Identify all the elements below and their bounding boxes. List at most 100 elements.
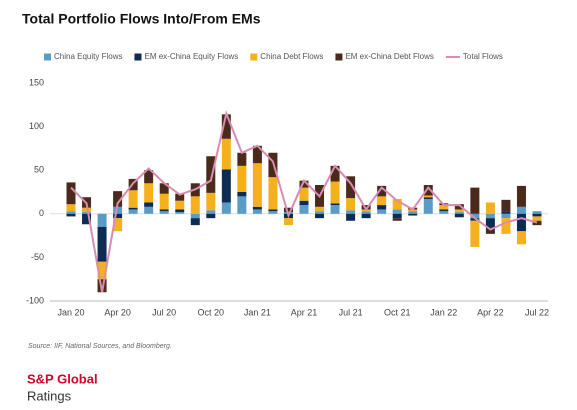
bar-segment xyxy=(392,198,402,210)
bar-segment xyxy=(485,213,495,219)
bar-segment xyxy=(190,213,200,219)
bar-segment xyxy=(330,205,340,214)
bar-segment xyxy=(377,209,387,214)
bar-segment xyxy=(454,209,464,213)
bar-segment xyxy=(346,213,356,221)
bar-segment xyxy=(221,169,231,203)
bar-segment xyxy=(330,165,340,182)
bar-segment xyxy=(97,279,107,293)
bar-segment xyxy=(361,211,371,214)
bar-segment xyxy=(315,213,325,219)
bar-segment xyxy=(144,183,154,203)
bar-segment xyxy=(454,213,464,218)
x-tick-label: Jan 20 xyxy=(57,307,84,317)
bar-segment xyxy=(501,211,511,214)
bar-segment xyxy=(501,213,511,219)
bar-segment xyxy=(82,213,92,225)
legend-label: Total Flows xyxy=(463,52,503,61)
bar-segment xyxy=(221,202,231,214)
bar-segment xyxy=(454,212,464,214)
bar-segment xyxy=(221,114,231,139)
bar-segment xyxy=(377,205,387,210)
bar-segment xyxy=(392,209,402,214)
bar-segment xyxy=(159,209,169,212)
bar-segment xyxy=(144,170,154,184)
bar-segment xyxy=(206,156,216,193)
bar-segment xyxy=(361,205,371,210)
bar-segment xyxy=(237,152,247,166)
bar-segment xyxy=(470,218,480,221)
x-tick-label: Apr 21 xyxy=(291,307,318,317)
bar-segment xyxy=(175,193,185,201)
x-tick-label: Jul 22 xyxy=(525,307,549,317)
bar-segment xyxy=(190,196,200,214)
bar-segment xyxy=(299,187,309,201)
bar-segment xyxy=(454,204,464,210)
x-tick-label: Apr 20 xyxy=(104,307,131,317)
bar-segment xyxy=(470,187,480,214)
bar-segment xyxy=(252,206,262,210)
bar-segment xyxy=(516,185,526,207)
bar-segment xyxy=(485,218,495,230)
bar-segment xyxy=(423,185,433,196)
bar-segment xyxy=(159,183,169,194)
bar-segment xyxy=(206,213,216,219)
bar-segment xyxy=(97,261,107,280)
bar-segment xyxy=(392,218,402,221)
bar-segment xyxy=(113,218,123,232)
bar-segment xyxy=(268,177,278,210)
bar-segment xyxy=(221,138,231,170)
bar-segment xyxy=(237,192,247,197)
bar-segment xyxy=(516,206,526,214)
bar-segment xyxy=(113,191,123,207)
bar-segment xyxy=(175,200,185,210)
bar-segment xyxy=(66,182,76,205)
bar-segment xyxy=(128,190,138,208)
bar-segment xyxy=(346,210,356,214)
y-tick-label: 150 xyxy=(29,77,44,87)
bar-segment xyxy=(206,192,216,211)
bar-segment xyxy=(485,202,495,214)
bar-segment xyxy=(299,200,309,206)
bar-segment xyxy=(268,209,278,212)
bar-segment xyxy=(439,211,449,214)
bar-segment xyxy=(190,218,200,226)
bar-segment xyxy=(532,213,542,217)
x-tick-label: Apr 22 xyxy=(477,307,504,317)
bar-segment xyxy=(113,206,123,214)
bar-segment xyxy=(408,213,418,216)
bar-segment xyxy=(501,218,511,234)
y-tick-label: 50 xyxy=(34,165,44,175)
bar-segment xyxy=(532,216,542,221)
legend-swatch xyxy=(44,53,51,61)
bar-segment xyxy=(66,211,76,214)
x-tick-label: Jan 22 xyxy=(430,307,457,317)
bar-segment xyxy=(361,213,371,219)
brand-division: Ratings xyxy=(27,388,72,403)
legend-swatch xyxy=(134,53,142,61)
legend-label: EM ex-China Equity Flows xyxy=(144,52,238,61)
bar-segment xyxy=(423,197,433,199)
bar-segment xyxy=(82,207,92,213)
bar-segment xyxy=(501,199,511,212)
bar-segment xyxy=(66,213,76,217)
bar-segment xyxy=(377,196,387,206)
x-tick-label: Jan 21 xyxy=(244,307,271,317)
bar-segment xyxy=(237,196,247,214)
bar-segment xyxy=(82,212,92,214)
legend-label: EM ex-China Debt Flows xyxy=(345,52,433,61)
bar-segment xyxy=(283,207,293,213)
bar-segment xyxy=(392,213,402,219)
bar-segment xyxy=(113,213,123,219)
bar-segment xyxy=(206,210,216,214)
bar-segment xyxy=(423,195,433,198)
bar-segment xyxy=(299,180,309,188)
bar-segment xyxy=(470,213,480,219)
total-line xyxy=(70,110,538,293)
bar-segment xyxy=(377,185,387,197)
bar-segment xyxy=(516,231,526,245)
bar-segment xyxy=(252,209,262,214)
bar-segment xyxy=(439,205,449,210)
bar-segment xyxy=(159,211,169,214)
